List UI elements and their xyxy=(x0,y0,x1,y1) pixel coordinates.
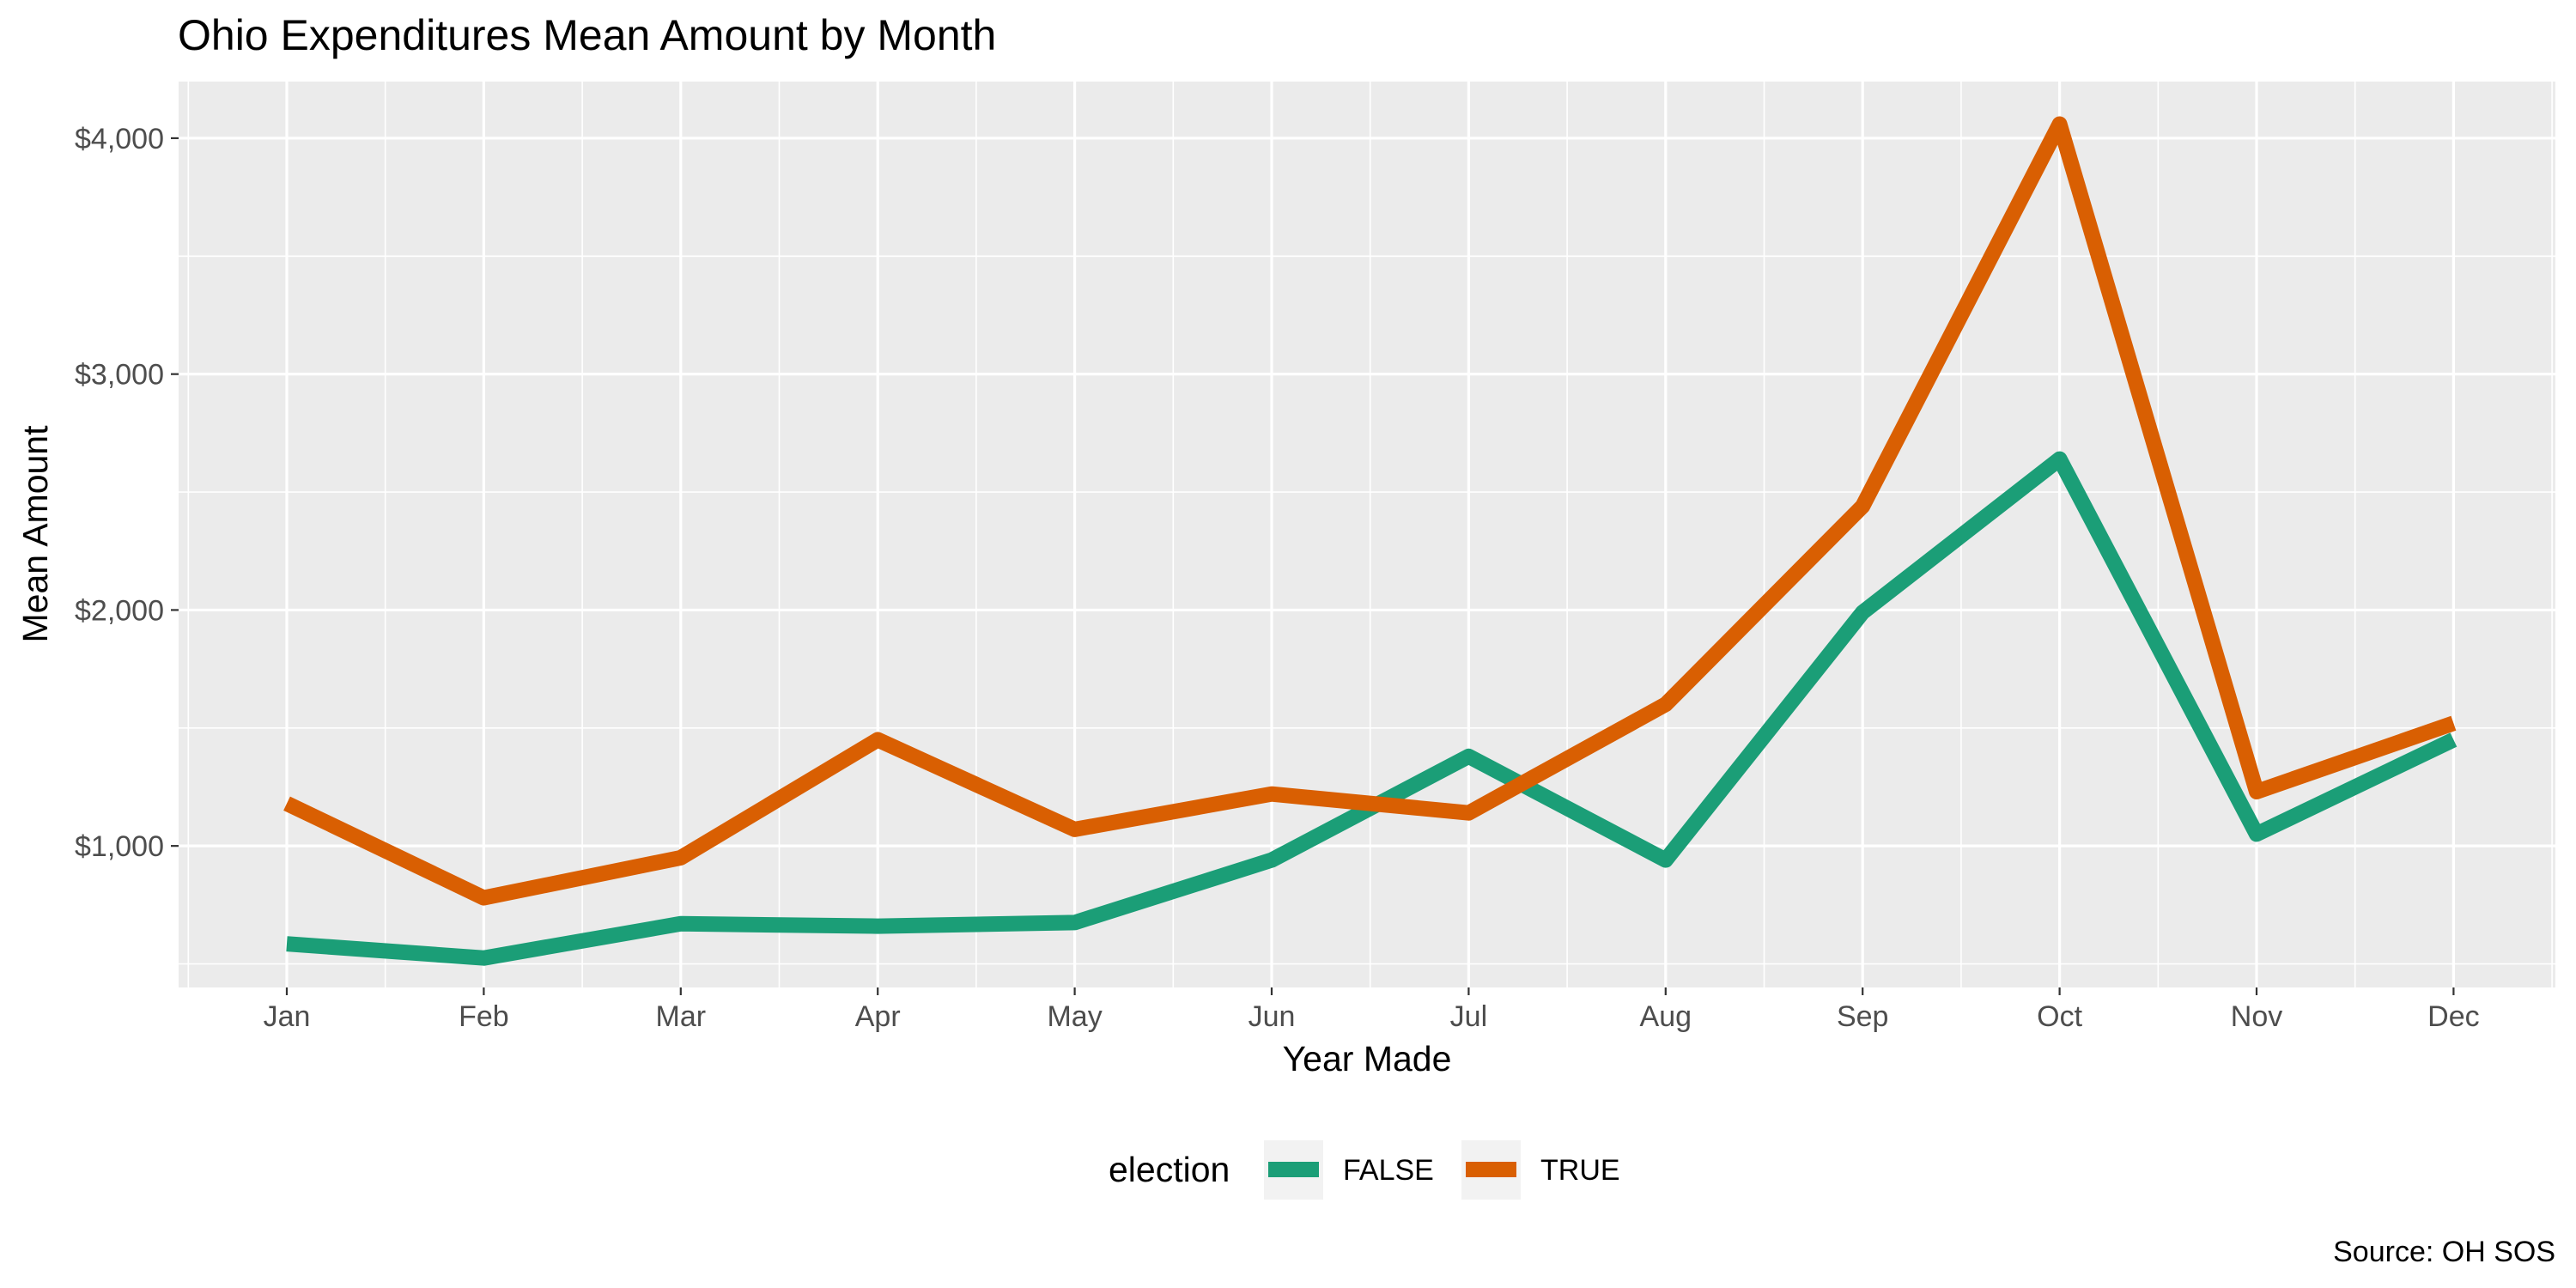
x-tick-label: May xyxy=(1047,1000,1102,1033)
x-tick-label: Apr xyxy=(855,1000,901,1033)
x-tick-label: Feb xyxy=(459,1000,509,1033)
x-axis-title: Year Made xyxy=(1283,1039,1452,1078)
legend: election FALSE TRUE xyxy=(1109,1140,1620,1200)
y-tick-label: $3,000 xyxy=(75,359,164,392)
grid-minor xyxy=(179,82,2555,987)
y-tick-label: $1,000 xyxy=(75,830,164,863)
x-tick-label: Oct xyxy=(2037,1000,2082,1033)
x-tick-label: Aug xyxy=(1640,1000,1692,1033)
caption: Source: OH SOS xyxy=(2333,1236,2555,1268)
legend-label-true: TRUE xyxy=(1540,1154,1620,1187)
y-tick-label: $2,000 xyxy=(75,594,164,627)
x-tick-label: Jul xyxy=(1450,1000,1487,1033)
series-line-true xyxy=(283,116,2457,906)
x-tick-label: Mar xyxy=(656,1000,707,1033)
chart-title: Ohio Expenditures Mean Amount by Month xyxy=(178,11,996,59)
y-axis: $1,000 $2,000 $3,000 $4,000 xyxy=(75,123,179,863)
x-tick-label: Jun xyxy=(1249,1000,1296,1033)
plot-panel xyxy=(179,82,2555,987)
x-tick-label: Sep xyxy=(1837,1000,1889,1033)
x-tick-label: Dec xyxy=(2427,1000,2479,1033)
legend-title: election xyxy=(1109,1150,1230,1189)
y-tick-label: $4,000 xyxy=(75,123,164,155)
series-lines xyxy=(283,116,2458,966)
y-axis-title: Mean Amount xyxy=(15,425,55,643)
legend-label-false: FALSE xyxy=(1343,1154,1434,1187)
x-tick-label: Jan xyxy=(264,1000,311,1033)
x-tick-label: Nov xyxy=(2231,1000,2282,1033)
x-axis: Jan Feb Mar Apr May Jun Jul Aug Sep Oct Nov Dec xyxy=(264,987,2480,1033)
